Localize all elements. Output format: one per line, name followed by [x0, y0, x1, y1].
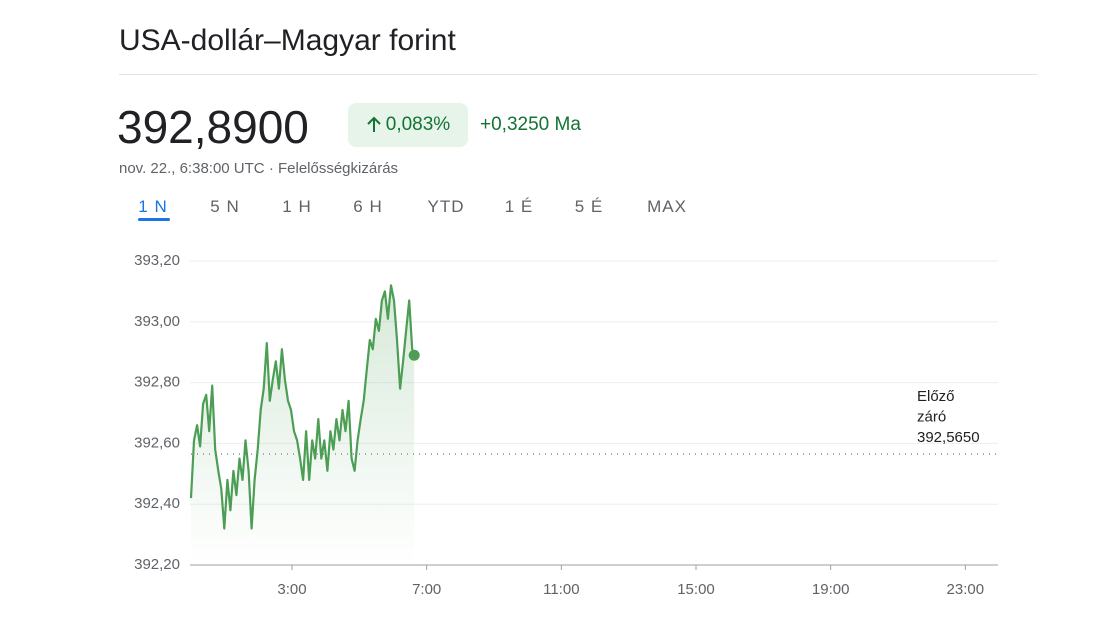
- range-tab[interactable]: 1 H: [282, 197, 312, 216]
- range-tab[interactable]: YTD: [427, 197, 465, 216]
- range-tab[interactable]: 5 É: [574, 197, 604, 216]
- previous-close-caption: záró: [917, 408, 946, 425]
- previous-close-value: 392,5650: [917, 429, 980, 446]
- price: 392,8900: [117, 101, 309, 153]
- change-percent: 0,083%: [385, 114, 451, 135]
- up-arrow: [367, 116, 381, 132]
- previous-close-caption: Előző: [917, 388, 955, 405]
- tab-underline: [138, 218, 170, 221]
- separator: ·: [268, 160, 274, 177]
- x-tick-label: 11:00: [543, 581, 579, 598]
- change: +0,3250 Ma: [480, 114, 581, 135]
- title: USA-dollár–Magyar forint: [119, 24, 456, 57]
- last-point: [408, 349, 420, 361]
- x-tick-label: 15:00: [677, 581, 715, 598]
- timestamp-row: nov. 22., 6:38:00 UTC · Felelősségkizárá…: [119, 160, 398, 177]
- disclaimer-link[interactable]: Felelősségkizárás: [277, 160, 399, 177]
- range-tab[interactable]: 5 N: [210, 197, 240, 216]
- y-tick-label: 392,20: [134, 556, 180, 573]
- x-tick-label: 19:00: [812, 581, 850, 598]
- range-tab[interactable]: 1 É: [504, 197, 534, 216]
- x-tick-label: 3:00: [277, 581, 306, 598]
- range-tab[interactable]: MAX: [647, 197, 687, 216]
- range-tab[interactable]: 6 H: [353, 197, 383, 216]
- x-tick-label: 7:00: [412, 581, 441, 598]
- divider: [119, 74, 1037, 75]
- y-tick-label: 393,20: [134, 252, 180, 269]
- y-tick-label: 392,60: [134, 434, 180, 451]
- range-tab[interactable]: 1 N: [138, 197, 168, 216]
- area: [191, 285, 415, 565]
- x-tick-label: 23:00: [947, 581, 985, 598]
- y-tick-label: 393,00: [134, 313, 180, 330]
- line: [189, 284, 416, 530]
- change-pill: 0,083%: [348, 103, 468, 147]
- timestamp: nov. 22., 6:38:00 UTC: [119, 160, 265, 177]
- y-tick-label: 392,40: [134, 495, 180, 512]
- y-tick-label: 392,80: [134, 374, 180, 391]
